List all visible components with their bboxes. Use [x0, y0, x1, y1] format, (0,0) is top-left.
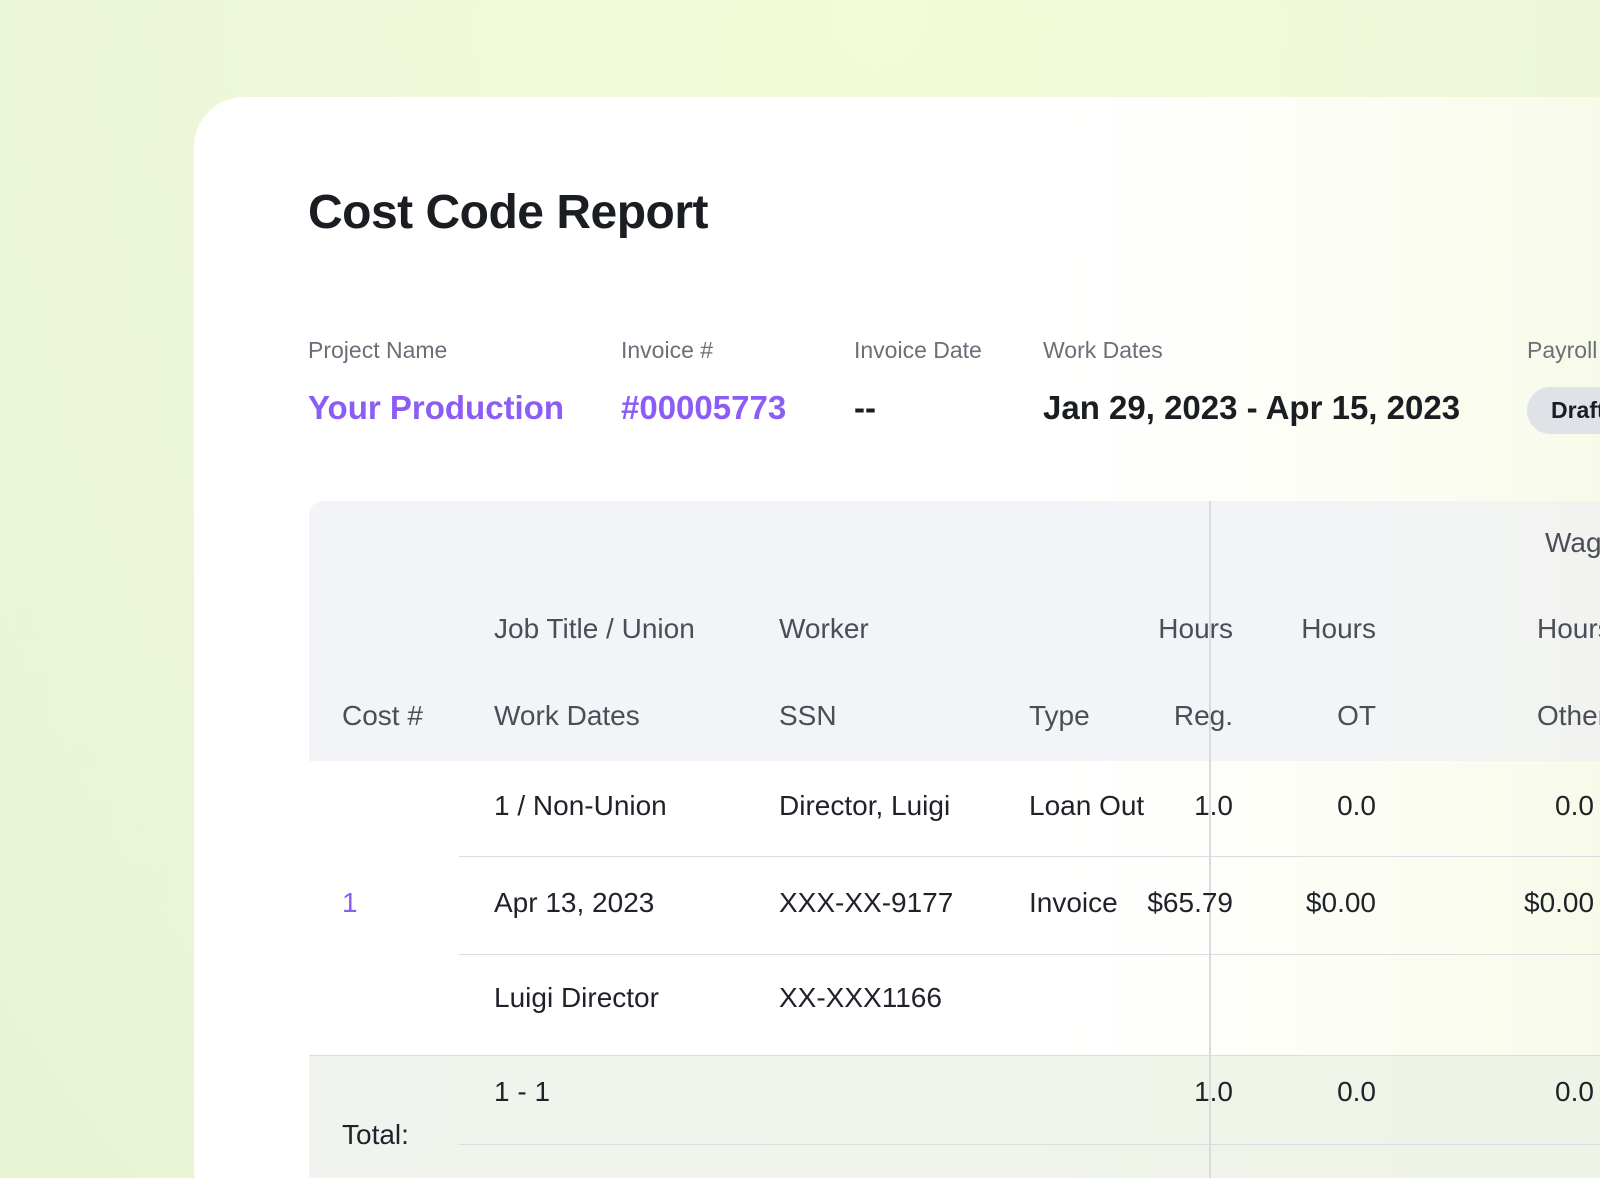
work-dates-label: Work Dates: [1043, 337, 1163, 363]
type-header: Type: [1029, 700, 1090, 731]
worker-header: Worker: [779, 613, 869, 644]
amount-ot-cell: $0.00: [1305, 887, 1376, 918]
job-union-cell: 1 / Non-Union: [494, 790, 667, 821]
ssn-cell: XXX-XX-9177: [779, 887, 954, 918]
type-subcell: Invoice: [1029, 887, 1118, 918]
row-divider: [459, 856, 1600, 857]
invoice-number-link[interactable]: #00005773: [621, 389, 787, 426]
amount-other-cell: $0.00: [1524, 887, 1595, 918]
cost-number-link[interactable]: 1: [342, 887, 358, 918]
work-dates-header: Work Dates: [494, 700, 640, 731]
hours-reg-header-top: Hours: [1158, 613, 1233, 644]
invoice-number-label: Invoice #: [621, 337, 714, 363]
project-name-label: Project Name: [308, 337, 448, 363]
hours-other-cell: 0.0: [1555, 790, 1594, 821]
invoice-date-label: Invoice Date: [854, 337, 982, 363]
worker-cell: Director, Luigi: [779, 790, 951, 821]
work-date-cell: Apr 13, 2023: [494, 887, 655, 918]
cost-number-header: Cost #: [342, 700, 423, 731]
amount-reg-cell: $65.79: [1147, 887, 1233, 918]
total-range-cell: 1 - 1: [494, 1076, 551, 1107]
hours-other-header-bottom: Other: [1537, 700, 1600, 731]
table-total-row: [309, 1055, 1600, 1178]
hours-other-header-top: Hours: [1537, 613, 1600, 644]
total-hours-reg-cell: 1.0: [1194, 1076, 1233, 1107]
ein-cell: XX-XXX1166: [779, 982, 942, 1013]
total-hours-ot-cell: 0.0: [1337, 1076, 1376, 1107]
row-divider: [459, 1144, 1600, 1145]
hours-ot-header-bottom: OT: [1337, 700, 1376, 731]
status-badge: Draft: [1527, 387, 1600, 434]
hours-ot-header-top: Hours: [1301, 613, 1376, 644]
work-dates-value: Jan 29, 2023 - Apr 15, 2023: [1043, 389, 1461, 426]
job-title-header: Job Title / Union: [494, 613, 695, 644]
hours-ot-cell: 0.0: [1337, 790, 1376, 821]
page-title: Cost Code Report: [308, 186, 709, 239]
table-header: [309, 501, 1600, 761]
ssn-header: SSN: [779, 700, 837, 731]
total-label: Total:: [342, 1119, 409, 1150]
column-divider: [1209, 501, 1211, 1178]
total-hours-other-cell: 0.0: [1555, 1076, 1594, 1107]
payroll-label: Payroll: [1527, 337, 1598, 363]
hours-reg-header-bottom: Reg.: [1173, 700, 1233, 731]
report-card: Cost Code Report Project Name Invoice # …: [194, 97, 1600, 1178]
worker-name-cell: Luigi Director: [494, 982, 659, 1013]
hours-reg-cell: 1.0: [1194, 790, 1233, 821]
wages-group-header: Wages: [1545, 527, 1600, 558]
invoice-date-value: --: [854, 389, 876, 426]
row-divider: [459, 954, 1600, 955]
type-cell: Loan Out: [1029, 790, 1145, 821]
project-name-link[interactable]: Your Production: [308, 389, 565, 426]
cost-code-table: Wages Job Title / Union Worker Hours Hou…: [309, 501, 1600, 1178]
